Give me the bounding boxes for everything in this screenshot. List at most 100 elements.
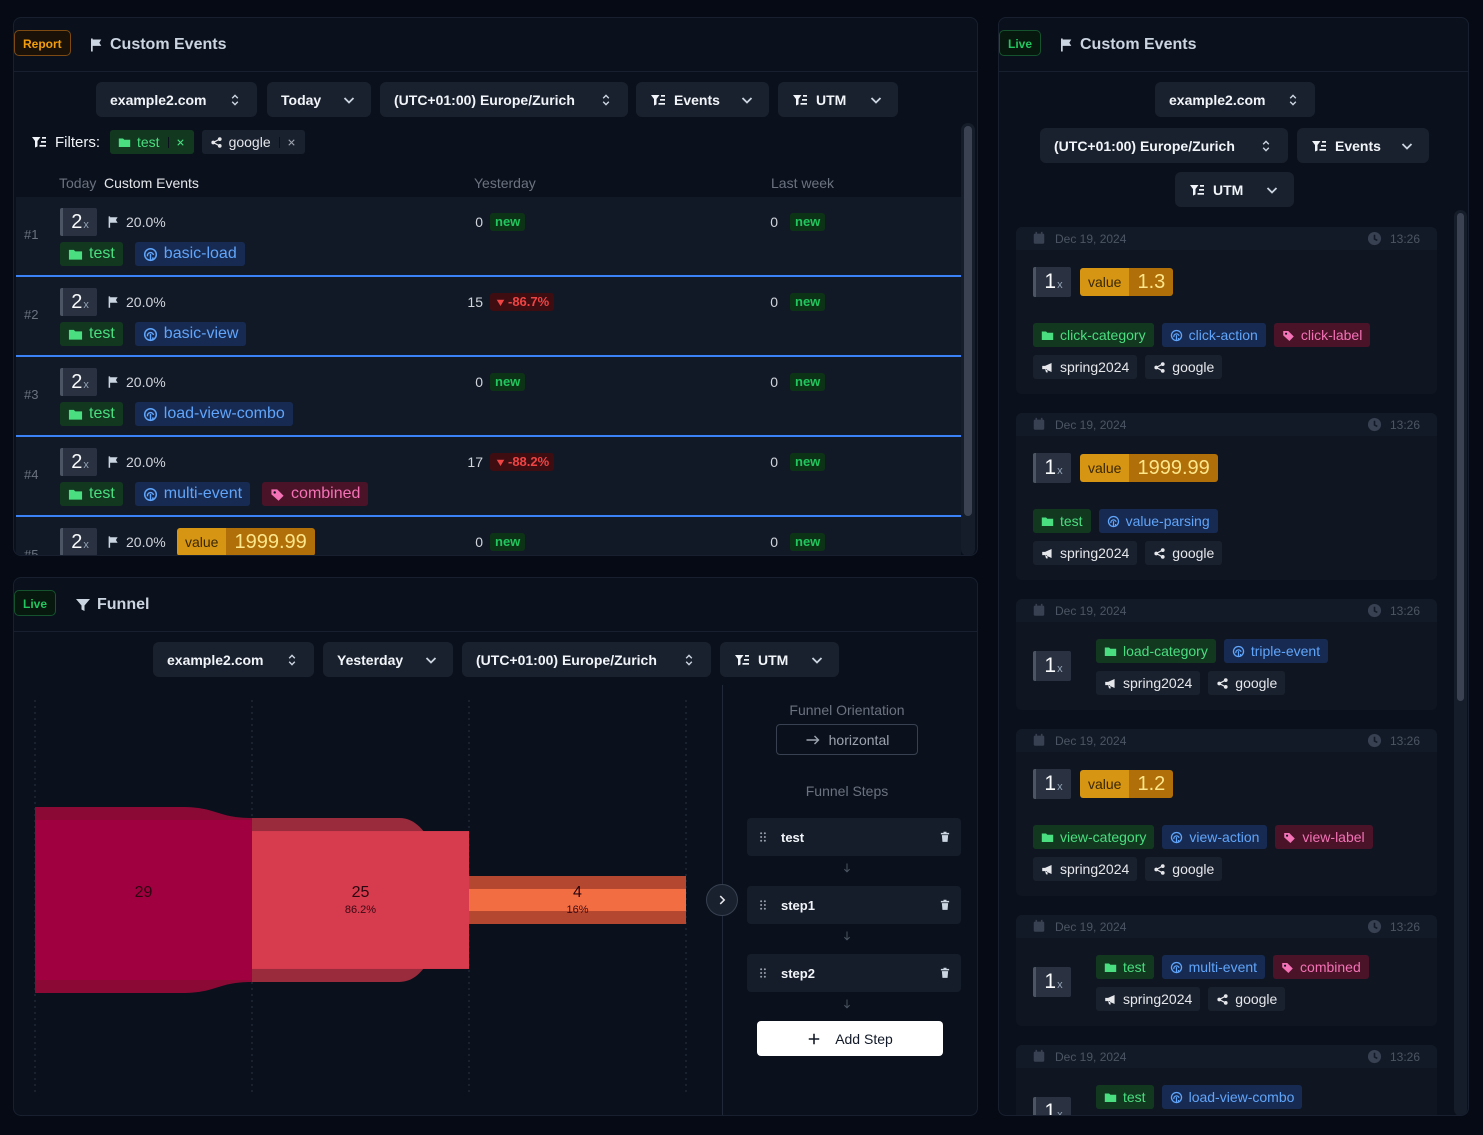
control[interactable]: Yesterday — [323, 642, 453, 677]
control[interactable]: (UTC+01:00) Europe/Zurich — [380, 82, 628, 117]
tag-text: multi-event — [1188, 959, 1258, 975]
tag: spring2024 — [1096, 671, 1201, 695]
event-time: 13:26 — [1390, 232, 1421, 246]
icon-shape — [1035, 417, 1038, 421]
icon-shape — [1040, 417, 1043, 421]
icon — [1041, 863, 1054, 876]
icon-shape — [1200, 184, 1204, 187]
tag-text: basic-view — [163, 325, 239, 342]
icon-shape — [1171, 831, 1183, 843]
icon-shape — [1109, 518, 1117, 526]
share: 20.0% — [126, 454, 166, 470]
control[interactable]: UTM — [778, 82, 898, 117]
icon-shape — [763, 839, 766, 842]
change-text: new — [795, 294, 821, 309]
icon-shape — [1262, 139, 1270, 152]
value-badge: value 1999.99 — [177, 528, 315, 555]
stage-value: 29 — [135, 884, 153, 901]
icon — [143, 487, 158, 502]
icon-shape — [68, 409, 83, 420]
panel-title: Custom Events — [110, 36, 227, 53]
control[interactable]: Events — [1297, 128, 1429, 163]
control[interactable]: example2.com — [153, 642, 314, 677]
utm-row: spring2024 google — [1033, 355, 1223, 379]
value-badge: value 1.2 — [1080, 770, 1174, 798]
control[interactable]: (UTC+01:00) Europe/Zurich — [1040, 128, 1288, 163]
icon-shape — [844, 999, 850, 1009]
control[interactable]: Today — [267, 82, 371, 117]
tag: click-label — [1273, 323, 1371, 347]
period-count: 0 — [770, 294, 778, 310]
next-button[interactable] — [706, 884, 738, 916]
icon-shape — [32, 137, 46, 148]
icon-shape — [1312, 140, 1321, 151]
period-count: 0 — [770, 374, 778, 390]
icon-shape — [1373, 1052, 1378, 1060]
icon-shape — [651, 94, 660, 105]
control-text: Events — [674, 91, 720, 108]
icon-shape — [802, 98, 807, 101]
icon-shape — [1284, 832, 1296, 843]
icon-shape — [1367, 733, 1382, 748]
control[interactable]: Events — [636, 82, 769, 117]
event-card: Dec 19, 2024 13:26 1 x value 1999.99 test value… — [1016, 413, 1437, 580]
tag-text: click-action — [1188, 327, 1258, 343]
funnel-stage — [469, 888, 686, 912]
filter-remove[interactable] — [167, 136, 186, 148]
tag: multi-event — [134, 482, 251, 506]
event-card-header: Dec 19, 2024 13:26 — [1016, 599, 1437, 622]
event-date: Dec 19, 2024 — [1055, 734, 1127, 748]
icon-shape — [1373, 234, 1378, 242]
icon — [284, 652, 300, 668]
icon-shape — [1042, 864, 1052, 874]
orientation-button[interactable]: horizontal — [776, 724, 918, 755]
icon-shape — [496, 459, 505, 466]
control[interactable]: (UTC+01:00) Europe/Zurich — [462, 642, 711, 677]
icon — [757, 899, 769, 911]
icon-shape — [943, 899, 947, 902]
value-badge: value 1999.99 — [1080, 454, 1218, 482]
utm-row: spring2024 google — [1096, 987, 1286, 1011]
icon-shape — [1156, 363, 1164, 371]
event-card: Dec 19, 2024 13:26 1 x load-category triple-e… — [1016, 599, 1437, 710]
add-step-button[interactable]: Add Step — [757, 1021, 943, 1056]
icon-shape — [68, 409, 83, 420]
icon-shape — [1367, 231, 1382, 246]
control-text: (UTC+01:00) Europe/Zurich — [1054, 137, 1235, 154]
tag-text: google — [1235, 991, 1278, 1007]
icon-shape — [1035, 1049, 1038, 1053]
icon-shape — [760, 836, 763, 838]
tag-text: click-category — [1060, 327, 1146, 343]
icon-shape — [231, 93, 239, 106]
control[interactable]: UTM — [1175, 172, 1294, 207]
icon-shape — [68, 329, 83, 340]
tag[interactable]: test — [110, 130, 194, 154]
funnel-step[interactable]: step2 — [747, 954, 961, 992]
icon — [1041, 515, 1054, 528]
event-time: 13:26 — [1390, 604, 1421, 618]
icon — [1170, 329, 1183, 342]
tag-text: test — [89, 245, 115, 262]
icon-shape — [1033, 231, 1045, 244]
event-time: 13:26 — [1390, 418, 1421, 432]
icon-shape — [1041, 832, 1054, 842]
icon-shape — [941, 835, 949, 842]
tag-row: test basic-view — [60, 322, 247, 346]
funnel-step[interactable]: test — [747, 818, 961, 856]
control[interactable]: example2.com — [1155, 82, 1315, 117]
tag: test — [60, 242, 123, 266]
tag-text: test — [1060, 513, 1083, 529]
control-text: Today — [281, 91, 322, 108]
tag: multi-event — [1161, 955, 1266, 979]
funnel-step[interactable]: step1 — [747, 886, 961, 924]
change-text: -86.7% — [508, 294, 550, 309]
icon-shape — [1154, 361, 1165, 373]
control[interactable]: UTM — [720, 642, 839, 677]
icon-shape — [76, 599, 90, 611]
icon-shape — [1171, 831, 1183, 843]
icon-shape — [1041, 330, 1054, 340]
control[interactable]: example2.com — [96, 82, 257, 117]
tag[interactable]: google — [201, 130, 305, 154]
filter-remove[interactable] — [278, 136, 297, 148]
